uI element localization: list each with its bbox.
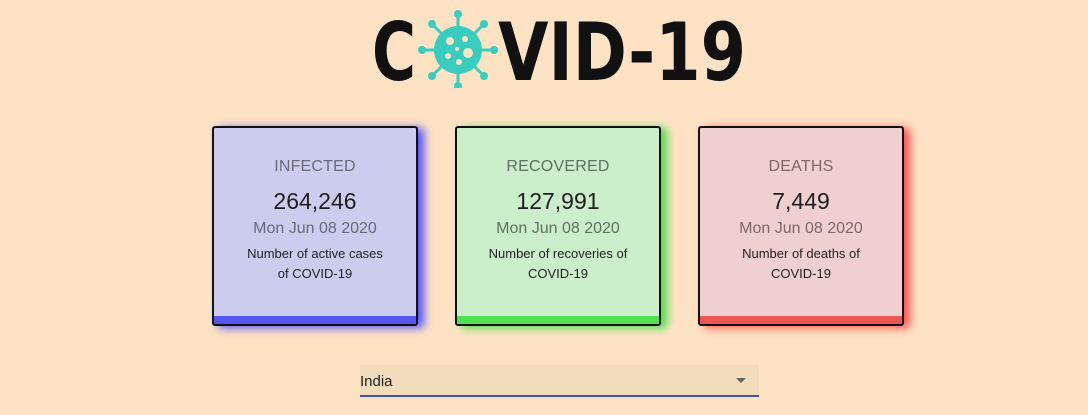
coronavirus-icon [418, 10, 498, 88]
recovered-accent-bar [457, 316, 659, 324]
logo-letters-vid-19: VID-19 [498, 6, 746, 88]
recovered-description: Number of recoveries of COVID-19 [488, 246, 628, 281]
recovered-title: RECOVERED [506, 158, 610, 175]
deaths-count: 7,449 [772, 188, 830, 214]
covid-19-logo: C VID-19 [370, 6, 750, 88]
infected-card: INFECTED 264,246 Mon Jun 08 2020 Number … [212, 126, 418, 326]
recovered-card: RECOVERED 127,991 Mon Jun 08 2020 Number… [455, 126, 661, 326]
infected-count: 264,246 [273, 188, 357, 214]
deaths-date: Mon Jun 08 2020 [739, 220, 863, 237]
deaths-card: DEATHS 7,449 Mon Jun 08 2020 Number of d… [698, 126, 904, 326]
country-select[interactable]: India [360, 365, 759, 397]
dropdown-caret-icon[interactable] [736, 378, 746, 383]
recovered-date: Mon Jun 08 2020 [496, 220, 620, 237]
infected-title: INFECTED [274, 158, 356, 175]
deaths-title: DEATHS [768, 158, 834, 175]
deaths-accent-bar [700, 316, 902, 324]
infected-description: Number of active cases of COVID-19 [247, 246, 383, 281]
infected-accent-bar [214, 316, 416, 324]
logo-letter-c: C [372, 6, 416, 88]
infected-date: Mon Jun 08 2020 [253, 220, 377, 237]
deaths-description: Number of deaths of COVID-19 [742, 246, 860, 281]
recovered-count: 127,991 [516, 188, 600, 214]
country-select-value: India [360, 373, 393, 390]
